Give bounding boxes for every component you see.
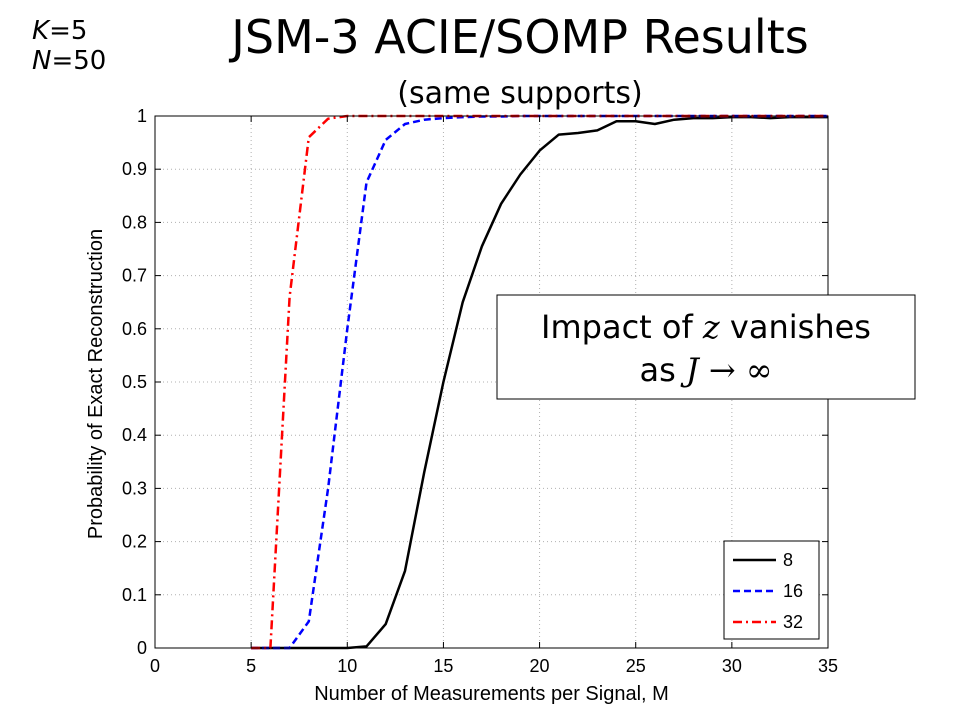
param-n-value: =50 [51, 46, 107, 76]
legend-label-32: 32 [783, 612, 803, 632]
legend-label-8: 8 [783, 550, 793, 570]
y-axis-label: Probability of Exact Reconstruction [85, 229, 107, 539]
x-tick-label: 15 [433, 656, 453, 676]
legend: 8 16 32 [723, 540, 820, 640]
param-n-symbol: N [32, 46, 52, 76]
annotation-box: Impact of z vanishes as J → ∞ [496, 294, 916, 400]
x-tick-label: 10 [337, 656, 357, 676]
x-tick-label: 30 [722, 656, 742, 676]
y-tick-label: 1 [137, 106, 147, 126]
y-tick-label: 0.8 [122, 212, 147, 232]
x-tick-label: 25 [626, 656, 646, 676]
slide-subtitle: (same supports) [397, 76, 643, 111]
y-tick-label: 0.9 [122, 159, 147, 179]
y-tick-label: 0.1 [122, 585, 147, 605]
y-tick-label: 0.4 [122, 425, 147, 445]
parameters: K=5 N=50 [32, 16, 106, 76]
annotation-math-z: z [702, 308, 721, 346]
annotation-math-limit: J → ∞ [680, 351, 773, 389]
param-k: K=5 [32, 16, 106, 46]
x-axis-label: Number of Measurements per Signal, M [314, 683, 669, 705]
x-tick-label: 20 [530, 656, 550, 676]
legend-label-16: 16 [783, 581, 803, 601]
tick-labels: 0 5 10 15 20 25 30 35 0 0.1 0.2 0.3 0.4 0.5 0.6 0.7 0.8 0… [122, 106, 838, 676]
param-k-value: =5 [49, 16, 88, 46]
y-tick-label: 0.7 [122, 266, 147, 286]
param-k-symbol: K [32, 16, 50, 46]
annotation-text-1a: Impact of [541, 308, 703, 346]
x-tick-label: 35 [818, 656, 838, 676]
y-tick-label: 0.2 [122, 532, 147, 552]
x-tick-label: 0 [150, 656, 160, 676]
y-tick-label: 0.5 [122, 372, 147, 392]
y-tick-label: 0.6 [122, 319, 147, 339]
annotation-frame [496, 294, 916, 400]
x-tick-label: 5 [246, 656, 256, 676]
annotation-line-2: as J → ∞ [639, 351, 772, 389]
annotation-text-1b: vanishes [720, 308, 871, 346]
y-tick-label: 0 [137, 638, 147, 658]
annotation-line-1: Impact of z vanishes [541, 308, 871, 346]
y-tick-label: 0.3 [122, 478, 147, 498]
slide-title: JSM-3 ACIE/SOMP Results [231, 10, 809, 64]
annotation-text-2a: as [639, 351, 685, 389]
param-n: N=50 [32, 46, 106, 76]
